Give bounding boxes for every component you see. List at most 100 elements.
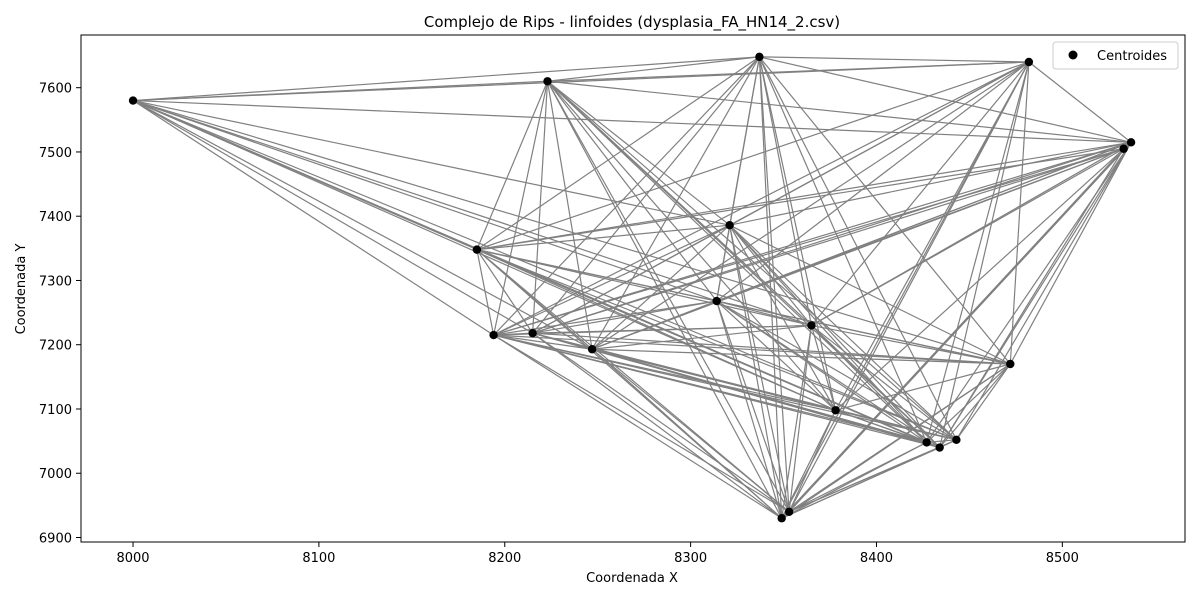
centroid-point	[831, 406, 840, 415]
centroid-point	[755, 52, 764, 62]
edge-line	[493, 148, 1124, 336]
edge-line	[547, 80, 957, 441]
edge-line	[591, 56, 760, 350]
centroid-point	[528, 328, 537, 338]
y-axis-label: Coordenada Y	[14, 244, 29, 335]
edge-line	[493, 334, 1011, 365]
edge-line	[476, 61, 1030, 251]
edge-line	[532, 332, 783, 519]
edge-line	[926, 439, 957, 443]
edge-line	[476, 249, 812, 327]
centroid-point	[935, 443, 944, 452]
centroid-point	[128, 96, 138, 105]
chart-title: Complejo de Rips - linfoides (dysplasia_…	[424, 13, 840, 32]
y-tick-label: 7600	[39, 82, 72, 97]
edge-line	[926, 363, 1011, 443]
y-tick-label: 6900	[39, 532, 72, 547]
edge-line	[591, 348, 783, 519]
edge-line	[132, 99, 730, 226]
legend-marker	[1068, 50, 1078, 60]
y-tick-label: 7000	[39, 467, 72, 482]
centroid-point	[1024, 57, 1034, 67]
edge-line	[476, 148, 1124, 251]
edge-line	[532, 332, 1011, 365]
edge-line	[493, 224, 730, 336]
edge-line	[716, 300, 957, 441]
edge-line	[532, 148, 1124, 334]
edge-line	[810, 61, 1030, 326]
edge-line	[592, 348, 1011, 365]
edge-line	[781, 439, 957, 519]
edge-line	[781, 410, 837, 519]
edge-line	[781, 363, 1011, 519]
edge-line	[493, 56, 760, 336]
edges-layer	[132, 56, 1132, 519]
edge-line	[758, 56, 928, 443]
edge-line	[133, 99, 1132, 143]
edge-line	[759, 56, 1029, 63]
centroid-point	[1126, 138, 1136, 147]
edge-line	[132, 56, 760, 102]
edge-line	[592, 324, 812, 350]
centroid-point	[952, 435, 961, 445]
centroid-point	[922, 438, 931, 447]
centroid-point	[1119, 144, 1128, 153]
edge-line	[781, 61, 1030, 519]
edge-line	[810, 325, 837, 411]
edge-line	[546, 80, 783, 519]
x-tick-label: 8300	[674, 551, 707, 566]
edge-line	[493, 61, 1030, 336]
centroid-point	[472, 245, 482, 254]
x-tick-label: 8100	[302, 551, 335, 566]
edge-line	[716, 225, 731, 302]
edge-line	[811, 325, 941, 448]
edge-line	[132, 99, 717, 302]
centroid-point	[777, 514, 786, 523]
edge-line	[532, 324, 812, 334]
edge-line	[781, 148, 1125, 519]
edge-line	[835, 141, 1132, 411]
edge-line	[716, 300, 940, 449]
y-tick-label: 7400	[39, 210, 72, 225]
centroid-point	[712, 296, 721, 306]
centroid-point	[543, 77, 552, 86]
edge-line	[532, 141, 1132, 334]
edge-line	[781, 325, 813, 519]
edge-line	[132, 100, 494, 336]
edge-line	[1028, 61, 1132, 143]
edge-line	[729, 224, 1011, 365]
edge-line	[926, 61, 1030, 443]
edge-line	[476, 56, 760, 251]
y-tick-label: 7200	[39, 339, 72, 354]
edge-line	[476, 249, 495, 336]
x-tick-label: 8400	[860, 551, 893, 566]
edge-line	[547, 80, 1132, 143]
edge-line	[476, 224, 730, 251]
edge-line	[547, 56, 760, 82]
centroid-point	[725, 221, 734, 230]
points-layer	[128, 52, 1136, 523]
edge-line	[758, 56, 1011, 365]
edge-line	[132, 99, 957, 441]
centroid-point	[784, 507, 794, 516]
edge-line	[758, 56, 813, 326]
x-tick-label: 8500	[1046, 551, 1079, 566]
y-tick-label: 7100	[39, 403, 72, 418]
centroid-point	[489, 330, 498, 340]
edge-line	[835, 61, 1030, 411]
edge-line	[835, 409, 940, 449]
edge-line	[547, 80, 731, 226]
edge-line	[591, 348, 940, 449]
x-axis: 8000 8100 8200 8300 8400 8500	[116, 542, 1079, 566]
edge-line	[716, 300, 1011, 365]
edge-line	[788, 410, 837, 513]
edge-line	[476, 81, 549, 250]
edge-line	[132, 99, 1011, 365]
edge-line	[758, 56, 790, 512]
edge-line	[591, 224, 731, 350]
y-axis: 6900 7000 7100 7200 7300 7400 7500 7600	[39, 82, 81, 547]
edge-line	[729, 224, 928, 443]
legend-box	[1052, 41, 1179, 70]
x-axis-label: Coordenada X	[586, 571, 678, 586]
